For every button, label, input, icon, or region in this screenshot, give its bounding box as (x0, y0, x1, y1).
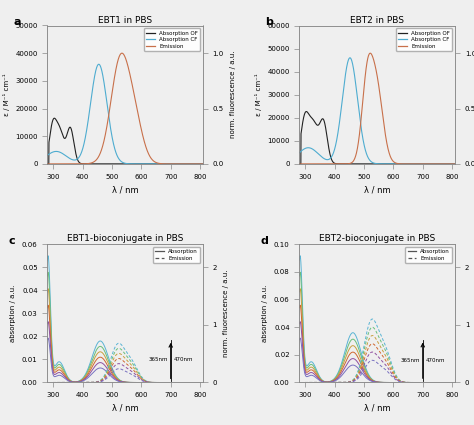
Y-axis label: ε / M⁻¹ cm⁻¹: ε / M⁻¹ cm⁻¹ (255, 74, 262, 116)
Title: EBT2 in PBS: EBT2 in PBS (350, 16, 404, 25)
X-axis label: λ / nm: λ / nm (112, 185, 138, 194)
Text: a: a (13, 17, 21, 27)
Legend: Absorption, Emission: Absorption, Emission (405, 247, 452, 263)
X-axis label: λ / nm: λ / nm (364, 404, 391, 413)
Text: b: b (265, 17, 273, 27)
Y-axis label: norm. fluorescence / a.u.: norm. fluorescence / a.u. (223, 269, 229, 357)
Title: EBT1 in PBS: EBT1 in PBS (98, 16, 152, 25)
X-axis label: λ / nm: λ / nm (112, 404, 138, 413)
Title: EBT1-bioconjugate in PBS: EBT1-bioconjugate in PBS (67, 234, 183, 244)
Y-axis label: absorption / a.u.: absorption / a.u. (263, 285, 268, 342)
Y-axis label: ε / M⁻¹ cm⁻¹: ε / M⁻¹ cm⁻¹ (3, 74, 9, 116)
Y-axis label: norm. fluorescence / a.u.: norm. fluorescence / a.u. (229, 51, 236, 139)
Text: c: c (9, 236, 15, 246)
Text: 365nm: 365nm (148, 357, 168, 362)
Y-axis label: absorption / a.u.: absorption / a.u. (10, 285, 17, 342)
X-axis label: λ / nm: λ / nm (364, 185, 391, 194)
Text: 470nm: 470nm (173, 357, 193, 362)
Legend: Absorption, Emission: Absorption, Emission (153, 247, 200, 263)
Text: 470nm: 470nm (426, 358, 445, 363)
Text: 365nm: 365nm (401, 358, 420, 363)
Title: EBT2-bioconjugate in PBS: EBT2-bioconjugate in PBS (319, 234, 436, 244)
Legend: Absorption OF, Absorption CF, Emission: Absorption OF, Absorption CF, Emission (396, 28, 452, 51)
Legend: Absorption OF, Absorption CF, Emission: Absorption OF, Absorption CF, Emission (144, 28, 200, 51)
Text: d: d (261, 236, 268, 246)
